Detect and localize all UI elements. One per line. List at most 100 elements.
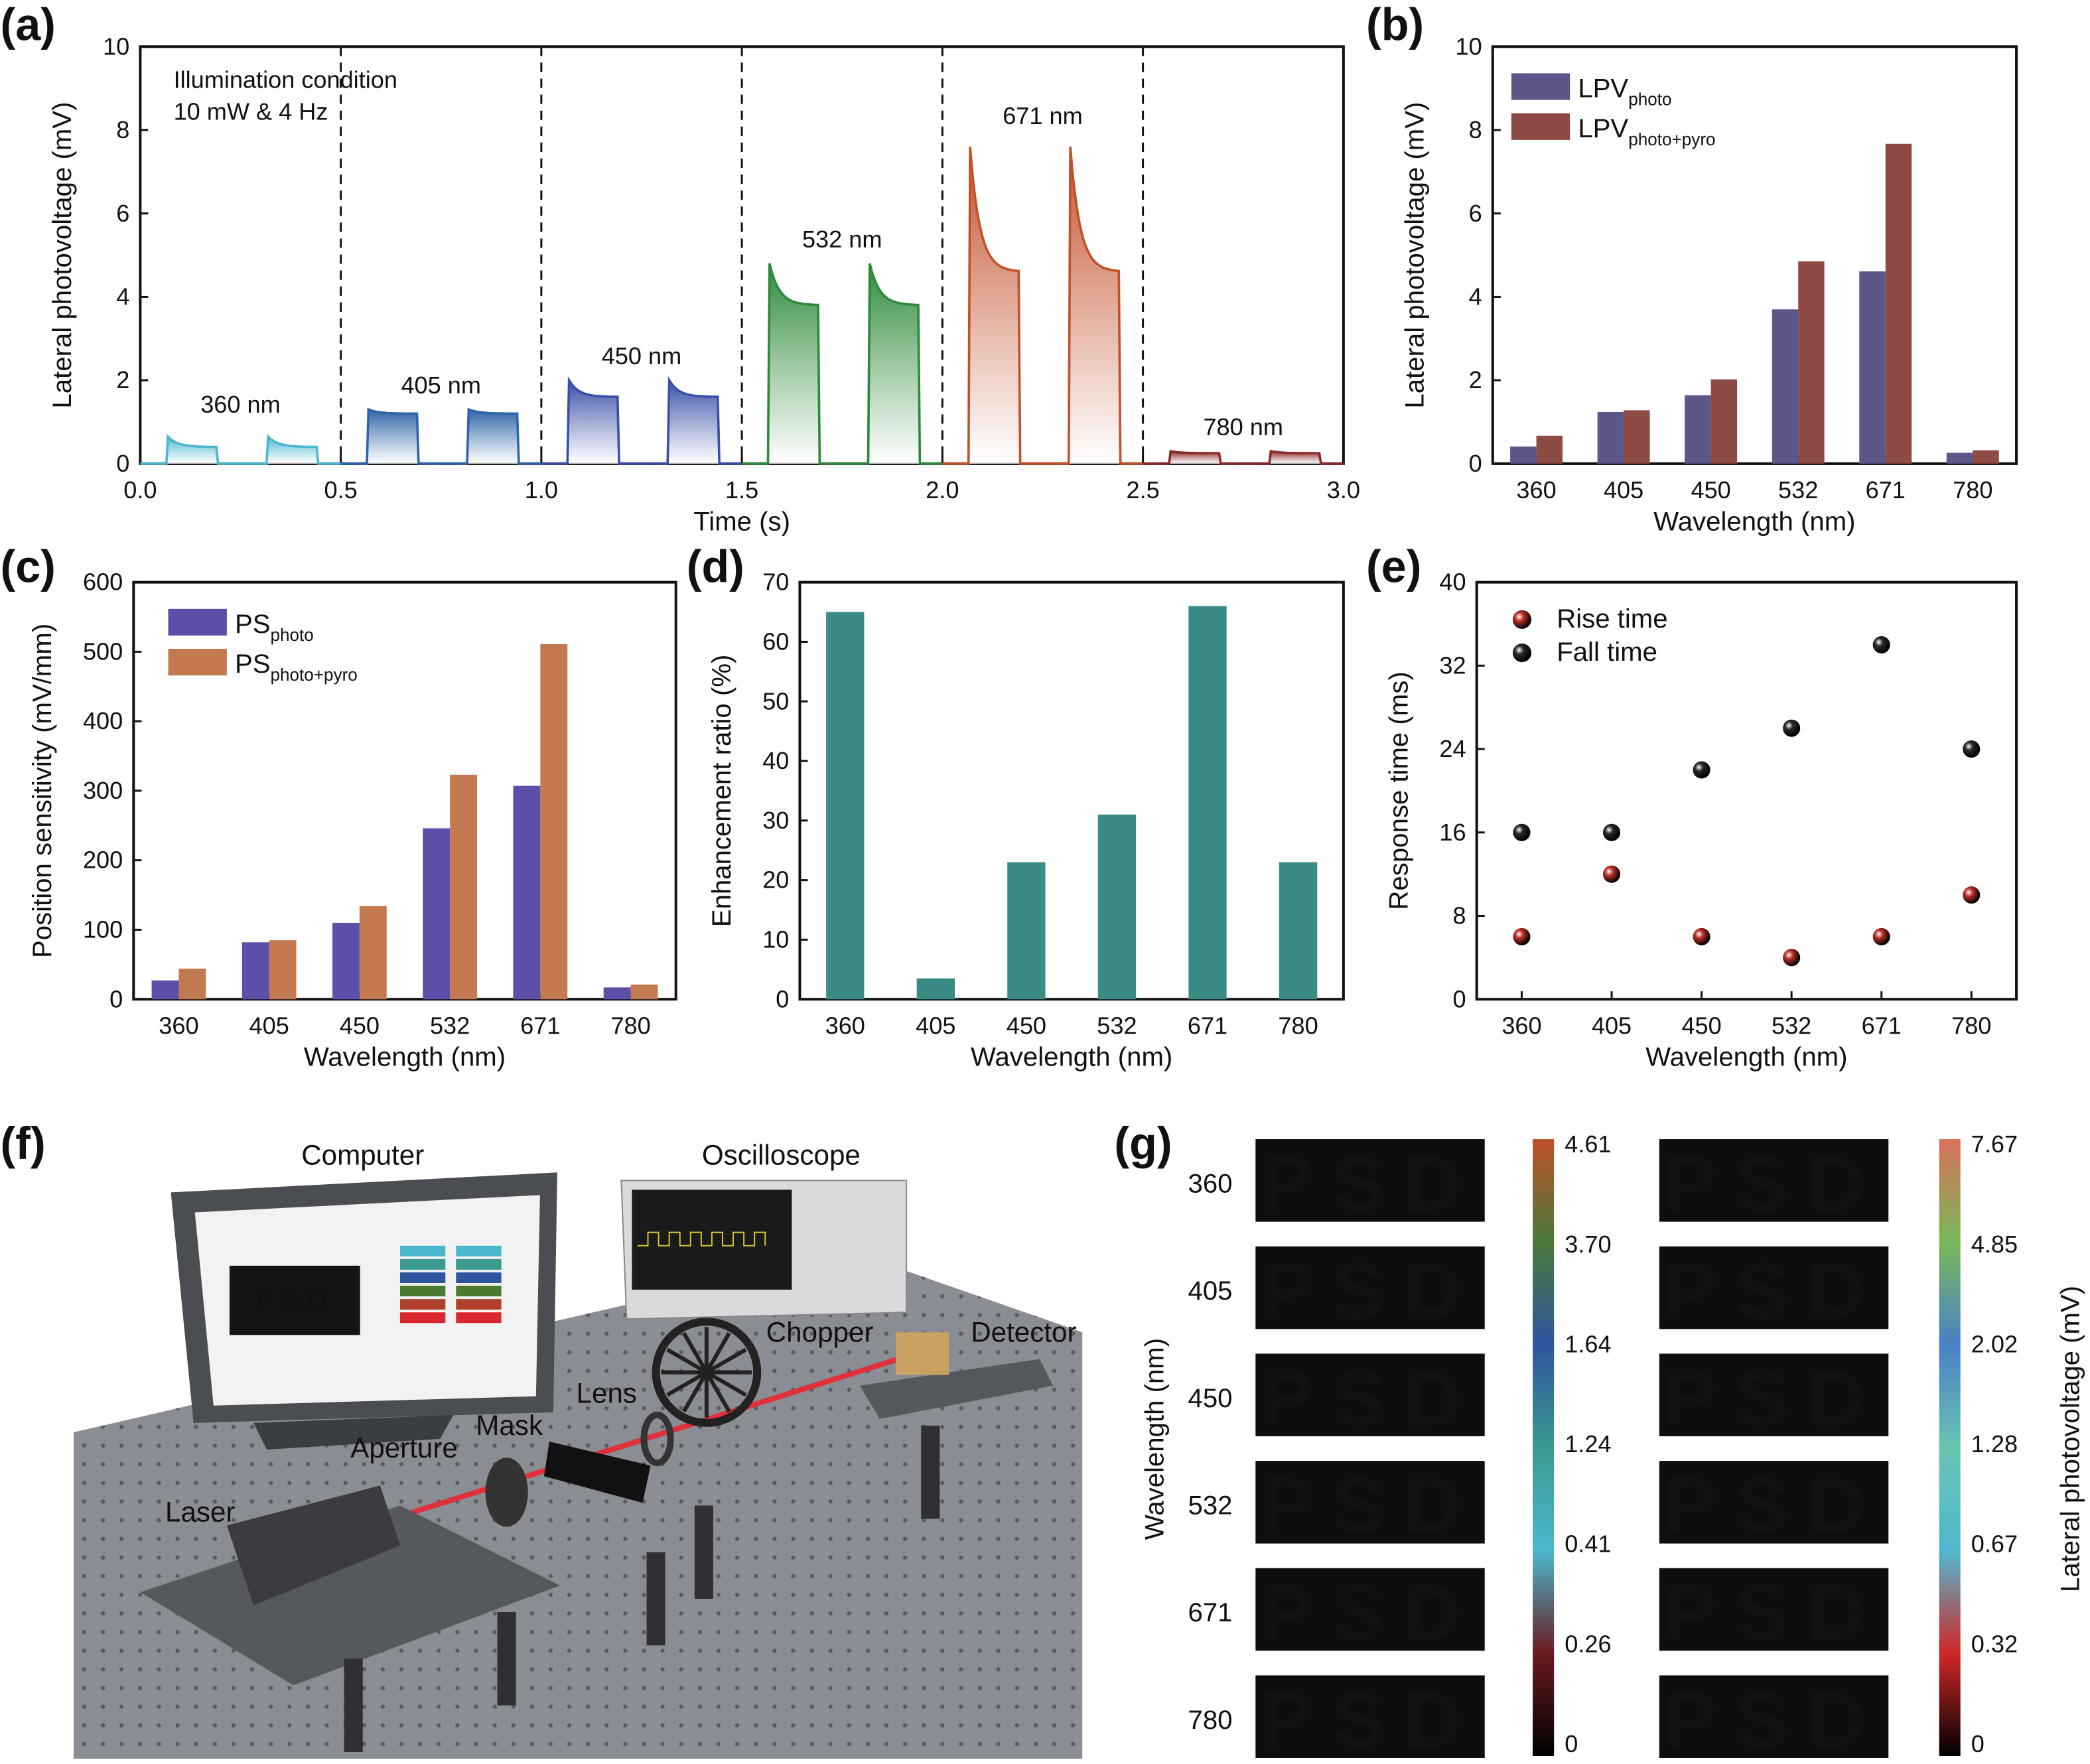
screen-psd-thumbnail xyxy=(399,1299,446,1310)
x-tick-label: 450 xyxy=(1007,1012,1046,1039)
plot-frame xyxy=(798,580,1345,1001)
screen-psd-thumbnail xyxy=(399,1312,446,1323)
lens xyxy=(640,1411,674,1467)
screen-psd-thumbnail xyxy=(399,1245,446,1256)
signal-line xyxy=(1143,449,1344,465)
legend-name: Rise time xyxy=(1557,604,1667,634)
chopper-blade xyxy=(666,1370,708,1397)
data-point xyxy=(1693,927,1710,945)
legend-swatch xyxy=(168,649,227,676)
x-tick-label: 780 xyxy=(1951,1012,1991,1039)
colorbar-tick-label: 2.02 xyxy=(1971,1330,2018,1357)
x-tick-label: 532 xyxy=(430,1012,470,1039)
psd-image xyxy=(1659,1139,1889,1222)
x-tick-label: 405 xyxy=(1604,476,1643,504)
detector xyxy=(896,1332,949,1375)
bar xyxy=(1946,452,1973,464)
psd-image xyxy=(1659,1568,1889,1651)
data-point xyxy=(1783,949,1801,967)
y-tick-label: 0 xyxy=(1469,450,1482,477)
x-tick-label: 780 xyxy=(1953,476,1992,504)
x-tick-label: 360 xyxy=(825,1012,865,1039)
y-tick-label: 20 xyxy=(762,866,789,894)
legend-name: PS xyxy=(235,609,271,639)
legend-label: Fall time xyxy=(1557,637,1657,667)
y-axis-label: Position sensitivity (mV/mm) xyxy=(27,624,57,958)
panel-label: (f) xyxy=(0,1119,45,1169)
psd-image xyxy=(1255,1139,1485,1222)
psd-letters: PSD xyxy=(1663,1461,1884,1550)
psd-label: PSD xyxy=(571,1458,629,1489)
signal-area xyxy=(1143,451,1344,464)
x-tick-label: 2.5 xyxy=(1127,476,1160,504)
x-axis-label: Wavelength (nm) xyxy=(971,1042,1172,1072)
colorbar-tick-label: 1.64 xyxy=(1565,1330,1611,1357)
y-tick-label: 16 xyxy=(1439,819,1466,846)
chopper-blade xyxy=(682,1331,709,1374)
y-tick-label: 0 xyxy=(776,985,789,1012)
psd-image xyxy=(1659,1675,1889,1758)
signal-area xyxy=(942,147,1143,464)
y-tick-label: 40 xyxy=(1439,569,1466,596)
aperture-label: Aperture xyxy=(350,1432,458,1463)
laser-label: Laser xyxy=(165,1496,235,1527)
plot-frame xyxy=(132,580,677,1001)
psd-letters: PSD xyxy=(1663,1353,1884,1443)
plot-frame xyxy=(1475,580,2018,1001)
bar xyxy=(1279,862,1318,1000)
post xyxy=(497,1612,516,1706)
bar xyxy=(423,828,451,1000)
colorbar-tick-label: 4.85 xyxy=(1971,1231,2018,1258)
colorbar-tick-label: 0.32 xyxy=(1971,1630,2018,1657)
bar xyxy=(1798,261,1825,464)
legend-subscript: photo+pyro xyxy=(271,665,358,685)
data-point xyxy=(1512,610,1532,629)
chopper-blade xyxy=(705,1347,747,1375)
colorbar-tick-label: 0 xyxy=(1971,1730,1985,1757)
y-axis-label: Lateral photovoltage (mV) xyxy=(47,102,77,409)
bar xyxy=(603,987,631,1000)
data-point xyxy=(1602,865,1621,883)
legend-name: LPV xyxy=(1578,74,1628,103)
legend-subscript: photo xyxy=(271,625,314,645)
legend-label: PSphoto+pyro xyxy=(235,649,358,685)
bar xyxy=(242,942,269,1000)
x-tick-label: 1.0 xyxy=(525,476,558,504)
panel-label: (e) xyxy=(1366,542,1421,592)
laser-platform xyxy=(140,1505,560,1686)
bar xyxy=(630,984,658,1000)
bar xyxy=(332,922,360,1000)
panel-label: (d) xyxy=(687,542,744,592)
psd-letters: PSD xyxy=(1260,1568,1480,1657)
x-tick-label: 671 xyxy=(1188,1012,1227,1039)
y-tick-label: 30 xyxy=(762,807,789,834)
detector-platform xyxy=(859,1359,1054,1419)
panel-label: (g) xyxy=(1114,1119,1172,1169)
legend-swatch xyxy=(1511,73,1570,100)
annotation: 10 mW & 4 Hz xyxy=(174,98,328,125)
psd-image xyxy=(1255,1461,1485,1544)
wavelength-label: 360 nm xyxy=(200,391,280,418)
x-tick-label: 2.0 xyxy=(926,476,959,504)
wavelength-label: 671 xyxy=(1188,1597,1233,1627)
colorbar-tick-label: 0 xyxy=(1565,1730,1578,1757)
chopper-blade xyxy=(666,1347,708,1375)
x-tick-label: 1.5 xyxy=(725,476,758,504)
legend-subscript: photo+pyro xyxy=(1628,129,1715,149)
y-axis-label: Enhancement ratio (%) xyxy=(707,655,736,927)
legend-swatch xyxy=(1511,113,1570,140)
legend-label: LPVphoto+pyro xyxy=(1578,113,1715,149)
y-tick-label: 50 xyxy=(762,687,789,714)
wavelength-label: 450 xyxy=(1188,1383,1233,1413)
colorbar-tick-label: 1.28 xyxy=(1971,1430,2018,1458)
y-tick-label: 8 xyxy=(116,116,129,143)
colorbar xyxy=(1533,1139,1555,1756)
signal-area xyxy=(742,263,943,464)
psd-image xyxy=(1255,1246,1485,1329)
colorbar-tick-label: 7.67 xyxy=(1971,1130,2018,1158)
y-tick-label: 24 xyxy=(1439,735,1466,762)
x-tick-label: 405 xyxy=(916,1012,955,1039)
colorbar xyxy=(1939,1139,1961,1756)
chopper-label: Chopper xyxy=(766,1316,874,1347)
bar xyxy=(1859,271,1886,464)
